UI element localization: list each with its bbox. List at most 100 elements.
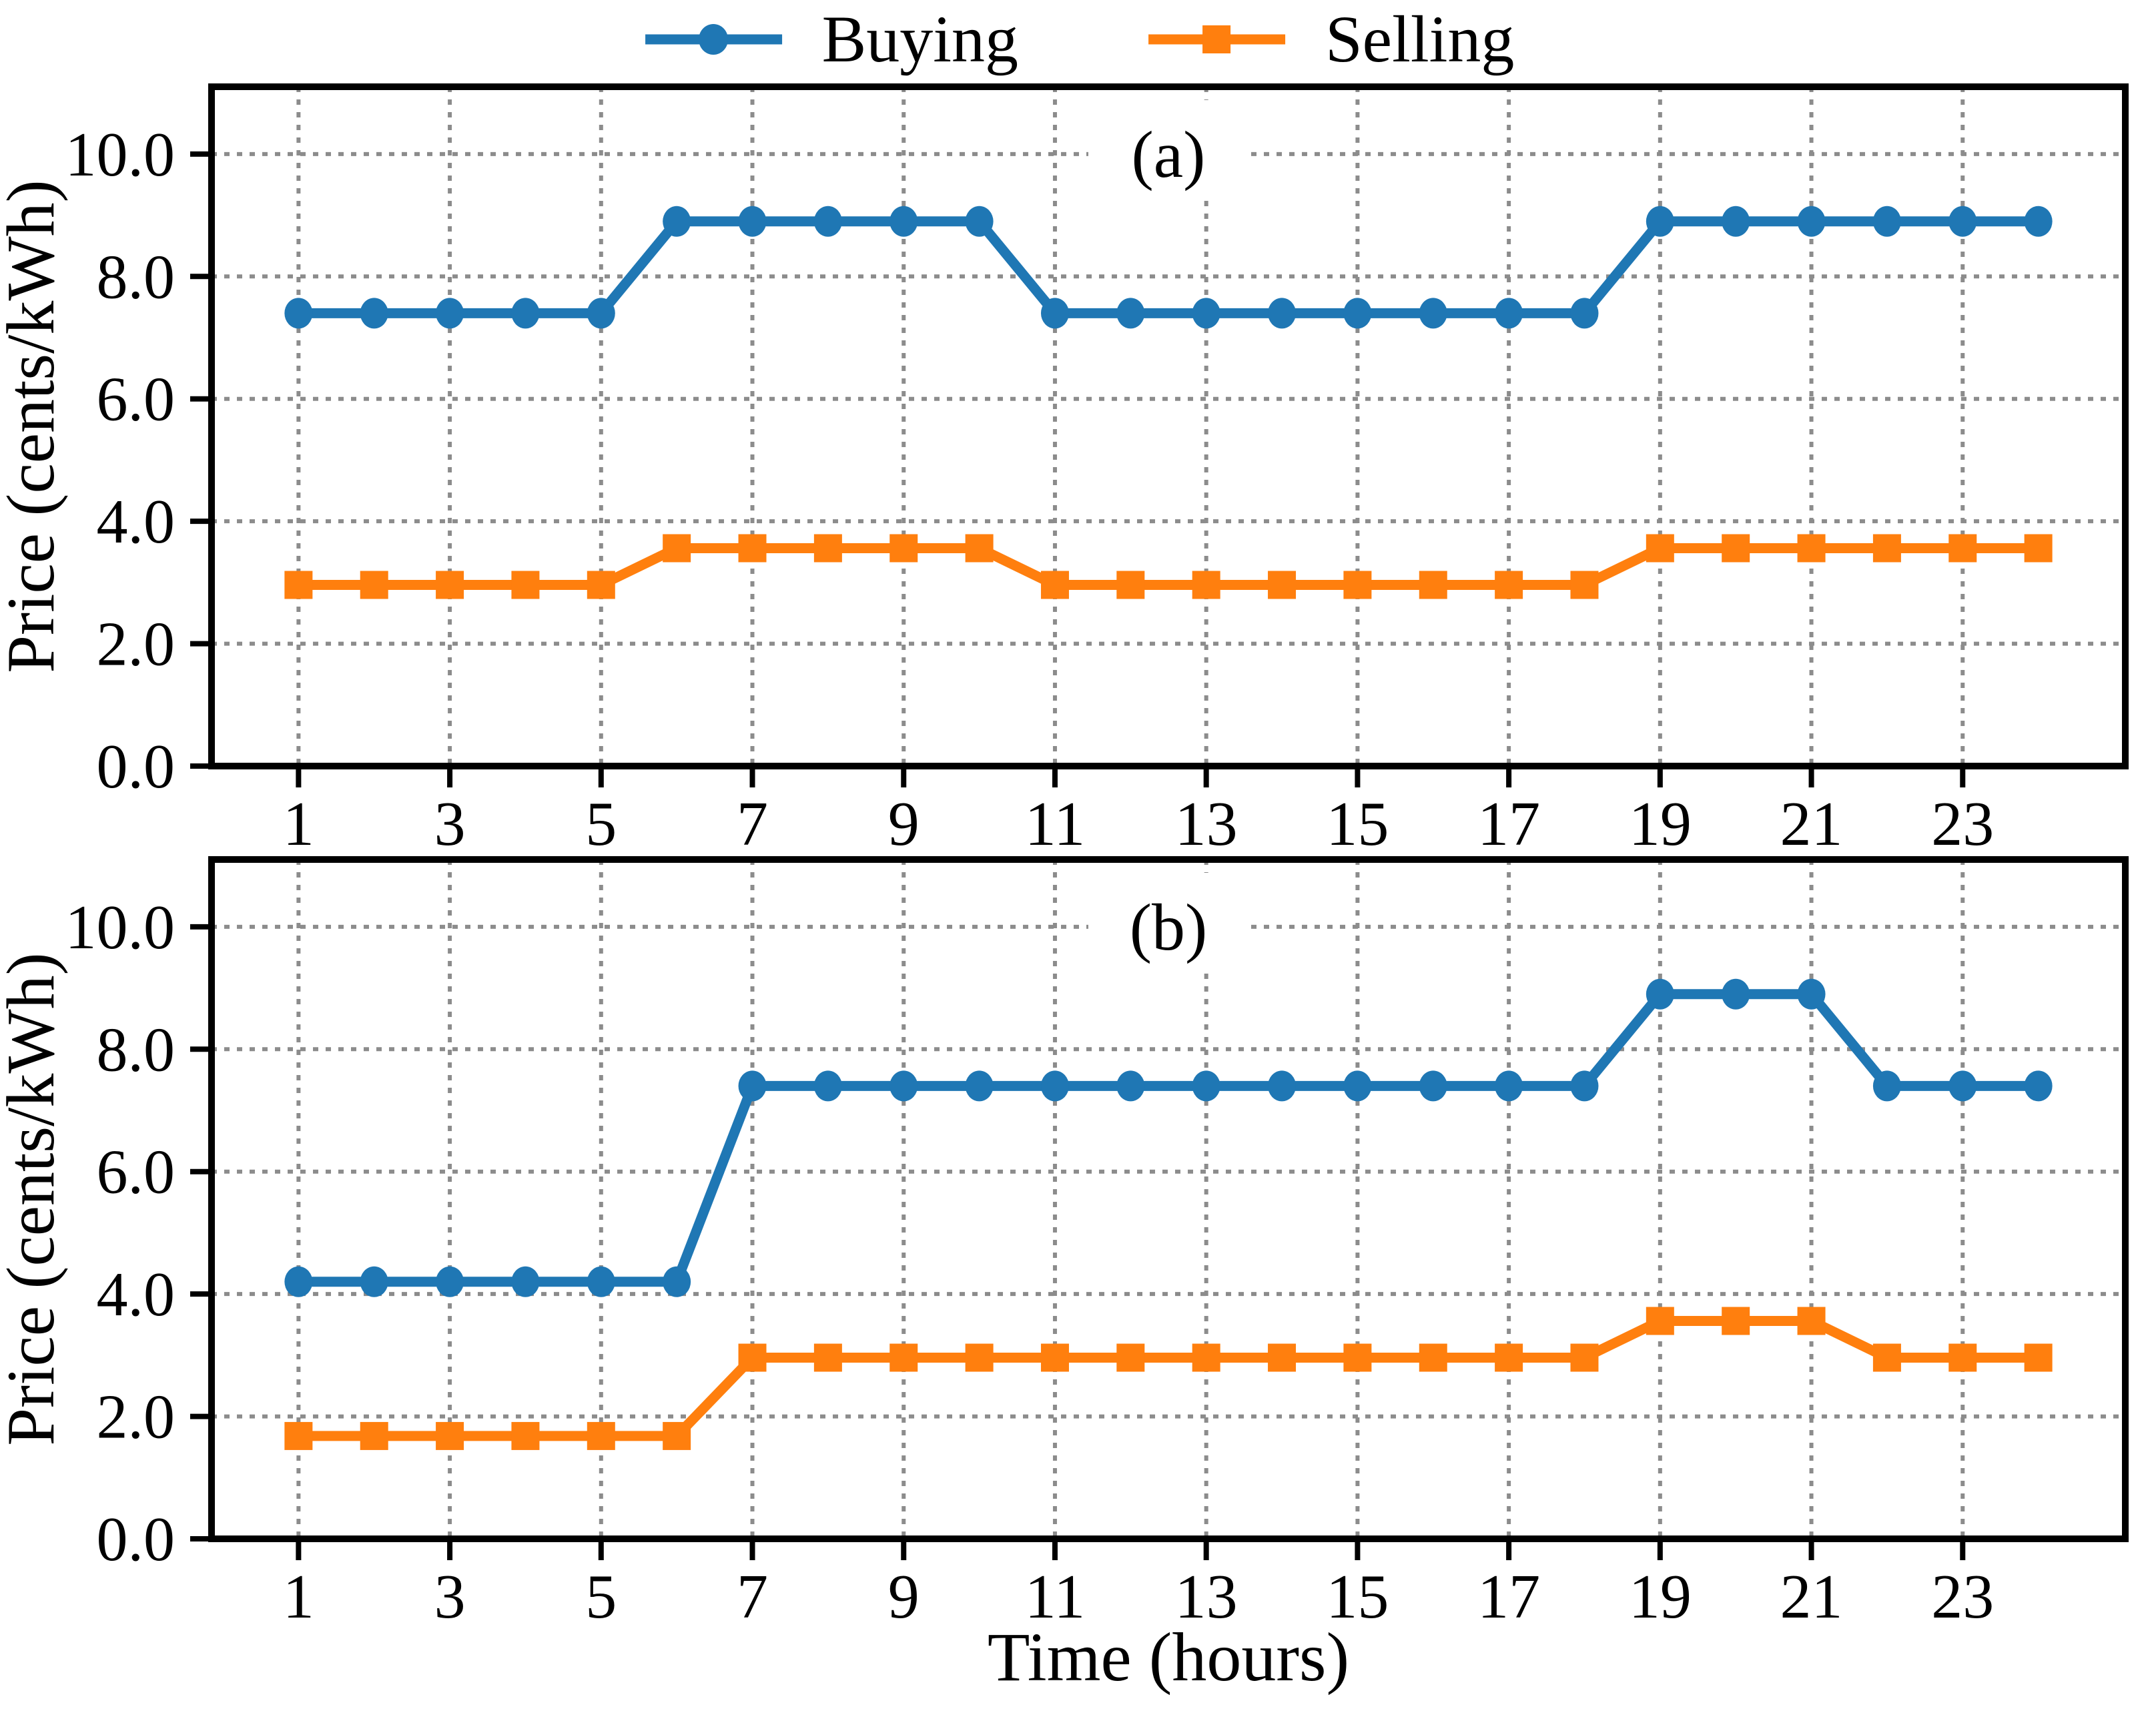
series-selling	[284, 534, 2053, 599]
buying-point	[1797, 206, 1826, 237]
x-tick-label: 15	[1326, 789, 1389, 859]
x-tick-label: 11	[1025, 1562, 1086, 1632]
selling-point	[1116, 571, 1145, 599]
y-tick-label: 4.0	[97, 487, 175, 557]
buying-point	[965, 206, 994, 237]
x-tick-label: 17	[1477, 1562, 1540, 1632]
buying-point	[284, 298, 313, 329]
legend: Buying Selling	[642, 0, 1514, 79]
buying-point	[663, 206, 691, 237]
chart-panel-a: (a)1 3 5 7 9 11 13 15 17 19 21 230.02.04.06.08.010.…	[0, 83, 2129, 859]
series-buying	[284, 206, 2053, 329]
buying-point	[1722, 978, 1750, 1010]
buying-point	[1116, 1070, 1145, 1102]
selling-point	[1343, 571, 1372, 599]
selling-point	[1570, 571, 1599, 599]
y-tick-label: 6.0	[97, 365, 175, 434]
legend-item-selling: Selling	[1145, 6, 1514, 73]
selling-point	[2024, 1343, 2053, 1372]
selling-point	[663, 1421, 691, 1450]
panel-label-backing	[1088, 873, 1248, 973]
panel-label-backing	[1088, 100, 1248, 200]
buying-point	[1948, 1070, 1977, 1102]
selling-point	[1116, 1343, 1145, 1372]
selling-point	[1948, 1343, 1977, 1372]
buying-point	[1116, 298, 1145, 329]
y-tick-label: 10.0	[65, 120, 175, 190]
buying-point	[1495, 1070, 1523, 1102]
buying-line-circle-icon	[645, 24, 782, 55]
x-tick-label: 11	[1025, 789, 1086, 859]
selling-point	[1040, 571, 1069, 599]
selling-point	[1268, 1343, 1297, 1372]
x-tick-label: 1	[283, 789, 314, 859]
y-tick-label: 8.0	[97, 242, 175, 312]
x-tick-label: 21	[1780, 1562, 1843, 1632]
x-tick-label: 3	[434, 789, 466, 859]
selling-point	[1192, 571, 1220, 599]
buying-point	[436, 1266, 464, 1297]
buying-point	[1268, 298, 1297, 329]
x-tick-label: 1	[283, 1562, 314, 1632]
selling-point	[965, 1343, 994, 1372]
buying-point	[1646, 206, 1674, 237]
buying-point	[889, 206, 918, 237]
selling-point	[1872, 534, 1901, 563]
buying-point	[360, 1266, 388, 1297]
selling-line	[298, 543, 2039, 591]
x-tick-label: 19	[1629, 789, 1692, 859]
buying-point	[1722, 206, 1750, 237]
buying-point	[436, 298, 464, 329]
selling-point	[587, 571, 615, 599]
selling-point	[284, 571, 313, 599]
selling-line-square-icon	[1148, 25, 1286, 53]
selling-point	[738, 1343, 767, 1372]
buying-point	[1419, 1070, 1447, 1102]
x-tick-label: 21	[1780, 789, 1843, 859]
buying-point	[1872, 1070, 1901, 1102]
buying-point	[1268, 1070, 1297, 1102]
buying-point	[813, 206, 842, 237]
buying-point	[2024, 1070, 2053, 1102]
series-selling	[284, 1307, 2053, 1450]
buying-point	[813, 1070, 842, 1102]
x-tick-label: 5	[585, 1562, 617, 1632]
y-tick-label: 0.0	[97, 1505, 175, 1574]
x-tick-label: 9	[888, 1562, 920, 1632]
x-tick-label: 13	[1175, 789, 1238, 859]
x-tick-label: 17	[1477, 789, 1540, 859]
buying-point	[1872, 206, 1901, 237]
selling-point	[511, 571, 540, 599]
selling-point	[1343, 1343, 1372, 1372]
selling-point	[360, 1421, 388, 1450]
legend-item-buying: Buying	[642, 6, 1018, 73]
buying-line	[298, 989, 2039, 1287]
selling-point	[1419, 1343, 1447, 1372]
selling-point	[284, 1421, 313, 1450]
buying-point	[1495, 298, 1523, 329]
selling-point	[663, 534, 691, 563]
panel-label: (b)	[1130, 890, 1208, 964]
buying-point	[2024, 206, 2053, 237]
buying-point	[1797, 978, 1826, 1010]
buying-point	[965, 1070, 994, 1102]
x-tick-label: 23	[1931, 789, 1994, 859]
buying-point	[1419, 298, 1447, 329]
selling-point	[889, 534, 918, 563]
selling-point	[587, 1421, 615, 1450]
panel-label: (a)	[1132, 117, 1206, 192]
chart-panel-b: (b)1 3 5 7 9 11 13 15 17 19 21 230.02.04.06.08.010.…	[0, 856, 2129, 1632]
buying-point	[738, 206, 767, 237]
selling-point	[1495, 1343, 1523, 1372]
buying-point	[284, 1266, 313, 1297]
selling-point	[1722, 534, 1750, 563]
selling-point	[1570, 1343, 1599, 1372]
selling-point	[511, 1421, 540, 1450]
selling-point	[738, 534, 767, 563]
y-tick-label: 10.0	[65, 893, 175, 962]
buying-point	[1646, 978, 1674, 1010]
selling-point	[1419, 571, 1447, 599]
buying-point	[360, 298, 388, 329]
buying-point	[663, 1266, 691, 1297]
